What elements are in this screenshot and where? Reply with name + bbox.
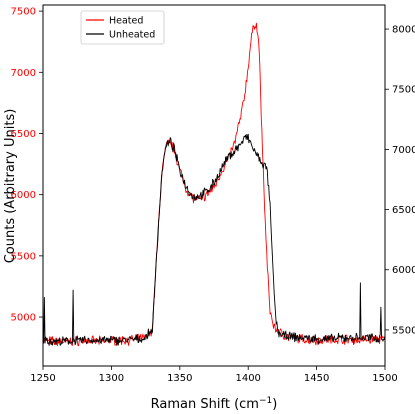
left-y-tick-label: 7000 [11,68,36,79]
legend-box [80,10,165,45]
y-axis-label: Counts (Arbitrary Units) [3,109,18,264]
x-tick-label: 1300 [99,373,124,384]
left-y-axis-ticks: 5000 5500 6000 6500 7000 7500 [11,7,43,324]
legend-unheated-label: Unheated [109,30,155,41]
right-y-tick-label: 6500 [392,205,415,216]
x-tick-label: 1250 [30,373,55,384]
x-axis-label: Raman Shift (cm−1) [151,396,278,412]
left-y-tick-label: 7500 [11,7,36,18]
x-tick-label: 1450 [304,373,329,384]
series-layer [43,22,385,347]
left-y-tick-label: 5000 [11,313,36,324]
right-y-tick-label: 7000 [392,145,415,156]
legend: Heated Unheated [80,10,165,45]
x-axis-ticks: 1250 1300 1350 1400 1450 1500 [30,366,398,384]
right-y-tick-label: 8000 [392,25,415,36]
x-tick-label: 1400 [235,373,260,384]
right-y-tick-label: 7500 [392,85,415,96]
x-tick-label: 1500 [372,373,397,384]
right-y-axis-ticks: 5500 6000 6500 7000 7500 8000 [385,25,415,336]
plot-frame [42,4,386,367]
left-y-tick-label: 5500 [11,251,36,262]
legend-heated-label: Heated [109,16,143,27]
left-y-tick-label: 6000 [11,190,36,201]
right-y-tick-label: 6000 [392,265,415,276]
right-y-tick-label: 5500 [392,325,415,336]
x-tick-label: 1350 [167,373,192,384]
series-line-unheated [43,133,385,346]
left-y-tick-label: 6500 [11,129,36,140]
